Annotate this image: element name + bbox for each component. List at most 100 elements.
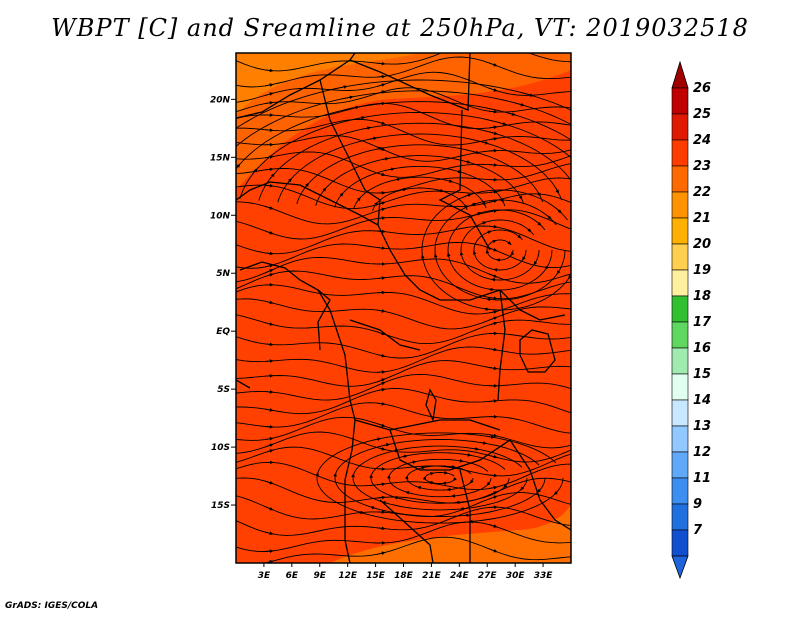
colorbar-label: 18 <box>693 289 711 304</box>
streamline-arrow <box>466 453 472 457</box>
streamline <box>406 465 474 491</box>
lat-tick-label: 10N <box>210 211 231 221</box>
longitude-ticks: 3E 6E 9E 12E 15E 18E 21E 24E 27E 30E 33E <box>258 563 553 581</box>
streamline-arrow <box>479 441 488 445</box>
streamline-arrow <box>389 167 396 172</box>
streamline-arrow <box>459 506 467 511</box>
streamline-arrow <box>264 374 274 378</box>
streamline-arrow <box>488 199 498 203</box>
streamline <box>236 56 571 88</box>
streamline-arrow <box>382 157 390 161</box>
streamline <box>236 209 571 240</box>
streamline-arrow <box>264 167 274 172</box>
streamline <box>236 256 571 284</box>
streamline-arrow <box>488 247 498 252</box>
streamline-arrow <box>373 437 382 441</box>
lon-tick-label: 3E <box>258 571 271 581</box>
streamline <box>352 445 528 511</box>
colorbar-swatch <box>671 87 689 115</box>
streamline-arrow <box>527 228 532 233</box>
streamline-arrow <box>305 182 310 188</box>
colorbar-swatch <box>671 451 689 479</box>
border-line <box>317 289 331 351</box>
border-line <box>438 109 491 251</box>
colorbar-swatch <box>671 321 689 349</box>
streamline-arrow <box>518 195 523 200</box>
streamline-arrow <box>348 105 360 110</box>
colorbar-label: 9 <box>693 497 702 512</box>
warm-band-south <box>330 505 571 563</box>
streamline-arrow <box>488 454 498 459</box>
streamline-arrow <box>488 163 498 167</box>
streamline-arrow <box>269 173 275 179</box>
streamline-arrow <box>545 265 549 271</box>
streamline-arrow <box>376 121 386 125</box>
colorbar-label: 15 <box>693 367 711 382</box>
streamline-arrow <box>574 185 576 189</box>
border-line <box>236 379 251 389</box>
border-line <box>459 469 471 563</box>
streamline-arrow <box>376 276 386 280</box>
border-line <box>239 261 331 311</box>
streamline-arrow <box>264 449 274 453</box>
border-line <box>425 388 437 423</box>
colorbar-label: 7 <box>693 523 703 538</box>
border-line <box>499 289 566 321</box>
streamline-arrow <box>376 526 386 531</box>
streamline-arrow <box>505 111 516 116</box>
lat-tick-label: 15S <box>211 501 230 511</box>
streamline-arrow <box>264 155 274 159</box>
streamline-arrow <box>264 273 274 277</box>
streamline-arrow <box>469 479 474 484</box>
streamline-arrow <box>264 83 274 87</box>
streamline <box>236 102 571 130</box>
streamline-arrow <box>488 209 498 213</box>
streamline-arrow <box>355 116 366 120</box>
streamline-arrow <box>264 408 274 412</box>
streamline <box>236 346 571 373</box>
streamline <box>236 314 571 345</box>
streamline-arrow <box>393 496 399 500</box>
colorbar-label: 26 <box>693 81 711 96</box>
streamline-arrow <box>482 221 487 225</box>
colorbar-label: 20 <box>693 237 711 252</box>
lon-tick-label: 27E <box>478 571 498 581</box>
streamline-arrow <box>488 347 498 352</box>
streamline <box>236 446 571 477</box>
streamline <box>460 219 540 281</box>
streamline-arrow <box>376 381 386 387</box>
colorbar-label: 25 <box>693 107 711 122</box>
grads-credit: GrADS: IGES/COLA <box>5 601 99 611</box>
streamline <box>236 135 571 162</box>
lat-tick-label: EQ <box>216 327 230 337</box>
streamline-arrow <box>376 353 386 358</box>
colorbar-swatch <box>671 243 689 271</box>
streamline <box>334 165 506 208</box>
colorbar-swatch <box>671 347 689 375</box>
streamline <box>315 155 525 206</box>
streamline-arrow <box>252 168 258 175</box>
colorbar-label: 17 <box>693 315 712 330</box>
colorbar-label: 22 <box>693 185 711 200</box>
streamline-arrow <box>647 171 651 177</box>
border-line <box>497 289 506 401</box>
streamline <box>370 452 510 504</box>
streamline-arrow <box>464 513 473 517</box>
streamline <box>334 439 546 517</box>
streamline-arrow <box>513 101 525 107</box>
colorbar-label: 24 <box>693 133 711 148</box>
border-line <box>349 53 471 111</box>
streamline-arrow <box>264 443 274 448</box>
streamline-arrow <box>381 501 388 505</box>
colorbar-swatch <box>671 113 689 141</box>
border-line <box>379 499 434 563</box>
streamline-arrow <box>264 531 274 536</box>
streamline-arrow <box>236 163 241 170</box>
streamline-arrow <box>264 205 274 210</box>
streamline-arrow <box>264 251 274 256</box>
colorbar-swatch <box>671 373 689 401</box>
streamline <box>236 298 571 330</box>
lat-tick-label: 10S <box>211 443 230 453</box>
streamline <box>236 332 571 359</box>
border-line <box>389 429 511 471</box>
